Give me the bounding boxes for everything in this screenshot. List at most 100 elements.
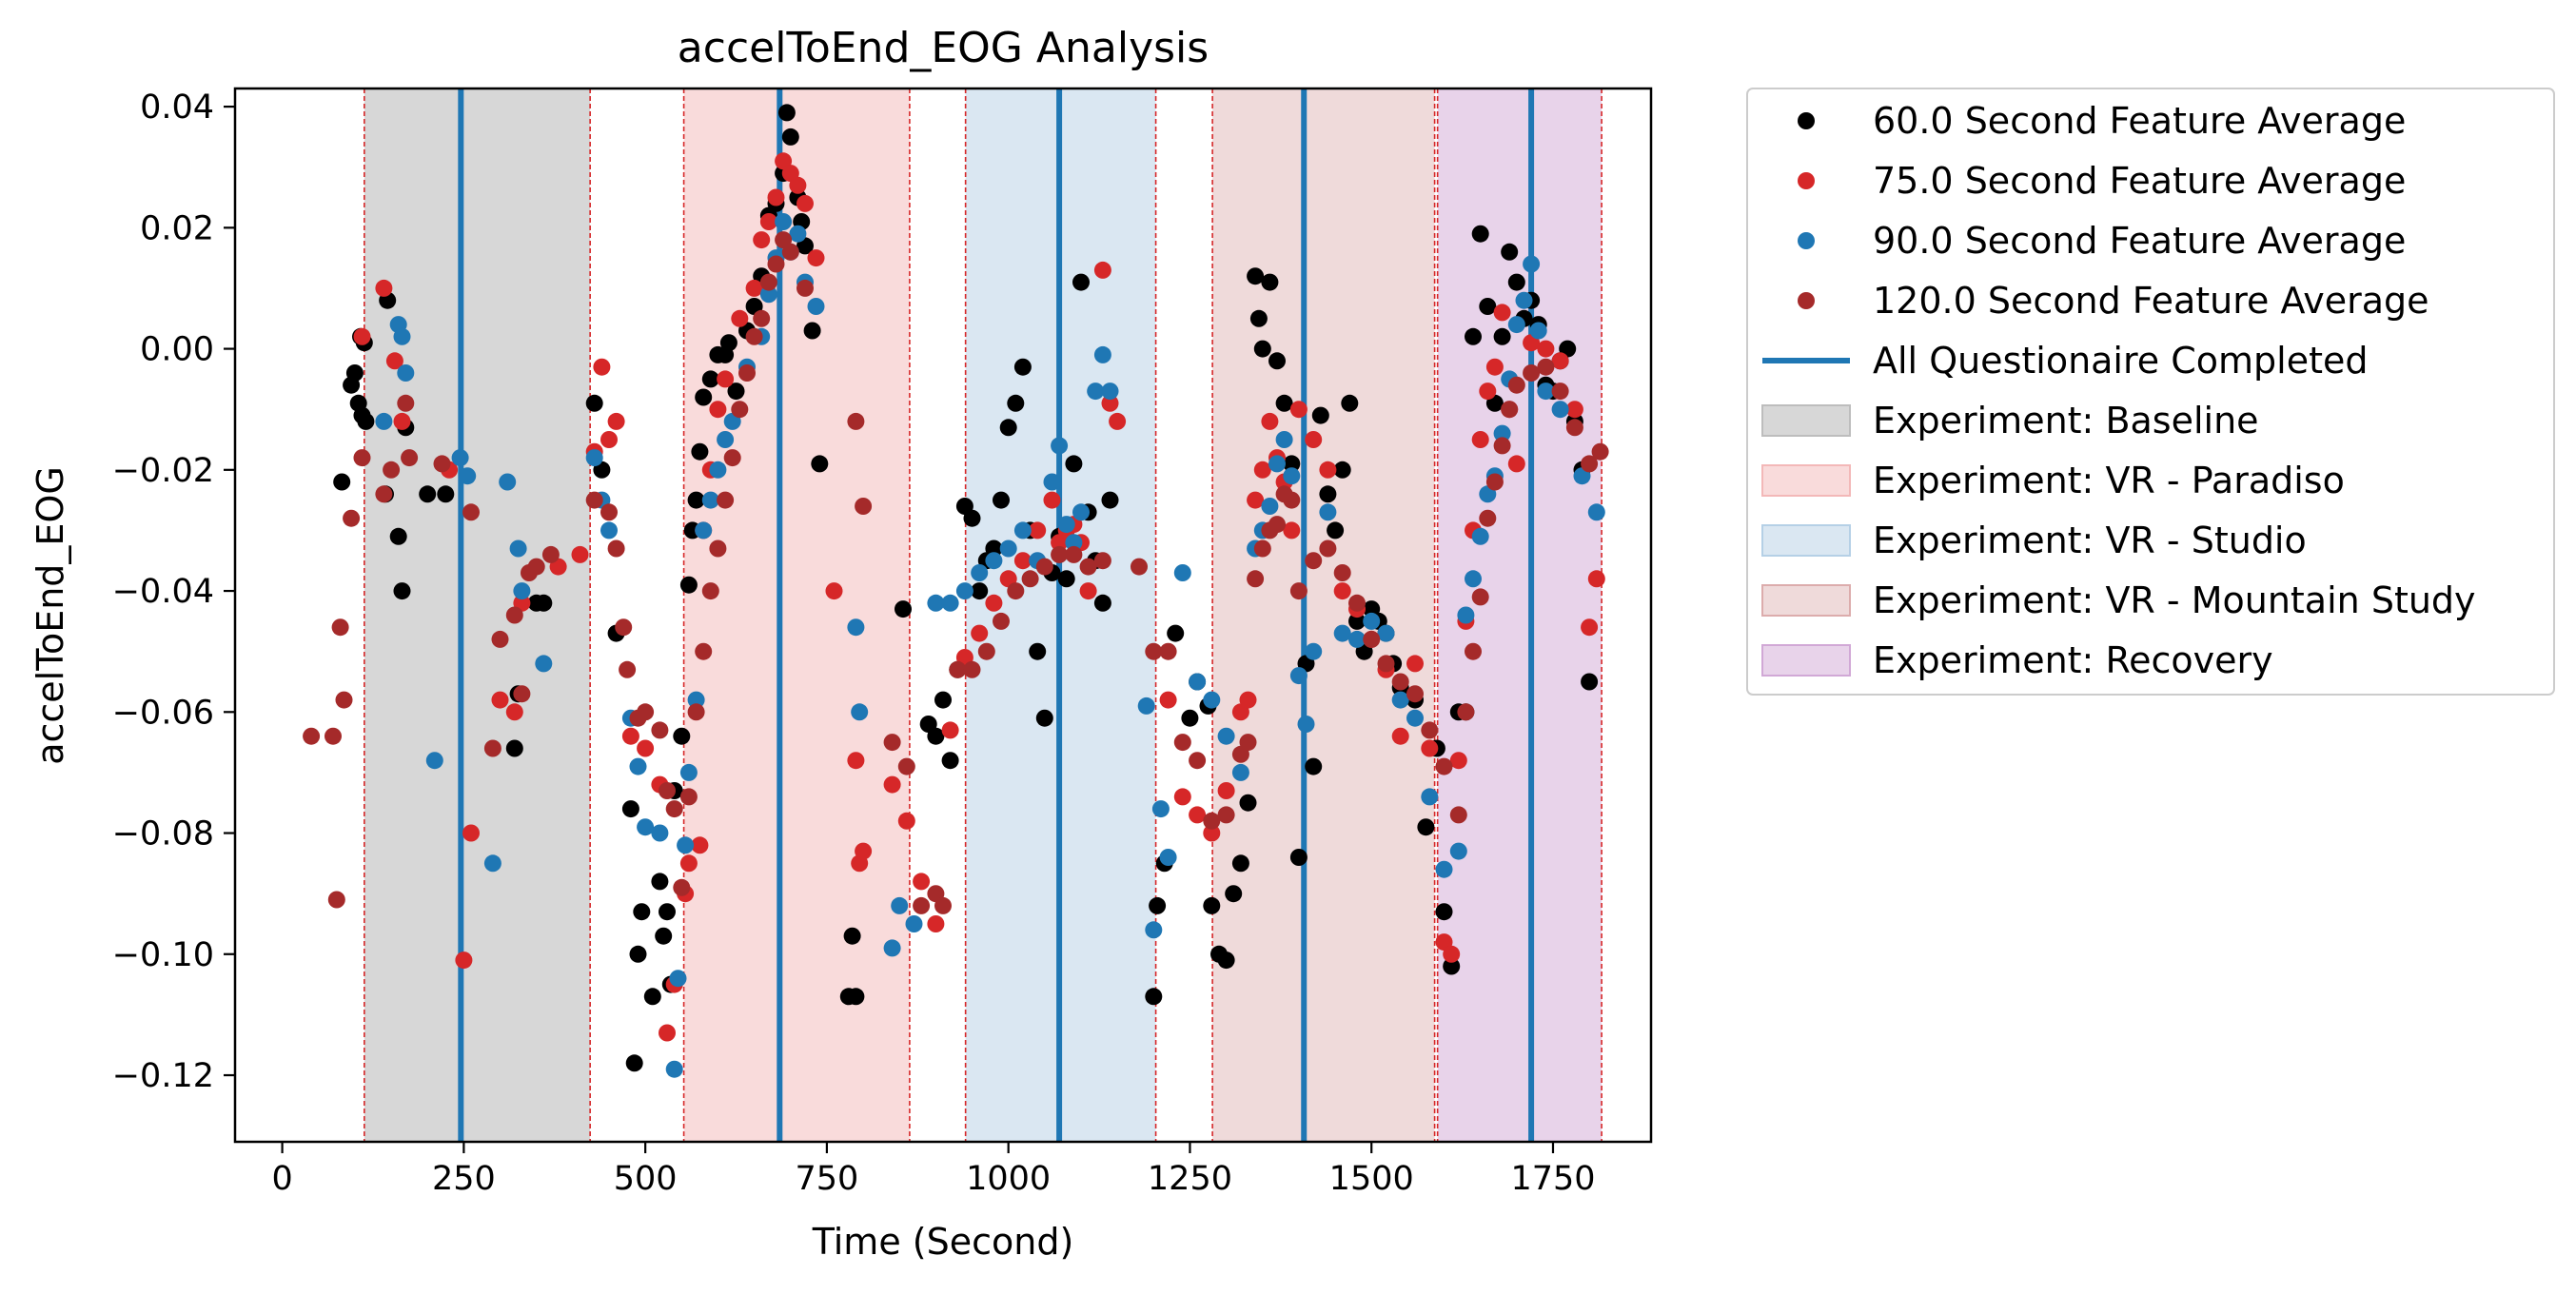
data-point [1327, 521, 1345, 540]
data-point [855, 498, 873, 515]
data-point [677, 836, 695, 854]
data-point [483, 739, 501, 757]
data-point [927, 915, 945, 932]
data-point [375, 485, 393, 503]
data-point [1319, 540, 1337, 558]
data-point [1465, 570, 1482, 588]
data-point [665, 800, 683, 818]
data-point [527, 558, 545, 576]
data-point [1485, 358, 1504, 376]
data-point [673, 878, 691, 896]
legend-item-5: All Questionaire Completed [1762, 340, 2369, 382]
data-point [1363, 630, 1381, 648]
data-point [1465, 642, 1482, 660]
data-point [775, 213, 793, 230]
data-point [425, 752, 443, 770]
legend-item-3: 90.0 Second Feature Average [1798, 220, 2406, 262]
x-axis-ticks: 0 250 500 750 1000 1250 1500 1750 [271, 1142, 1596, 1198]
data-point [985, 540, 1003, 558]
data-point [955, 582, 973, 600]
data-point [679, 576, 698, 594]
legend-marker-patch [1761, 644, 1851, 677]
data-point [1231, 854, 1249, 873]
data-point [891, 896, 909, 914]
legend-marker-patch [1761, 584, 1851, 617]
data-point [535, 655, 553, 673]
data-point [679, 854, 698, 873]
data-point [695, 642, 713, 660]
data-point [324, 727, 342, 745]
data-point [633, 903, 651, 921]
data-point [1239, 734, 1257, 752]
data-point [1275, 394, 1293, 412]
data-point [1151, 800, 1170, 818]
data-point [1289, 582, 1308, 600]
data-point [375, 279, 393, 297]
data-point [1261, 498, 1279, 515]
data-point [1217, 782, 1235, 799]
data-point [389, 527, 407, 545]
data-point [897, 757, 915, 775]
data-point [731, 401, 749, 419]
data-point [807, 249, 825, 267]
data-point [913, 896, 931, 914]
data-point [419, 485, 437, 503]
data-point [433, 455, 451, 473]
data-point [934, 691, 952, 709]
y-tick-label: 0.00 [140, 331, 214, 369]
data-point [1203, 812, 1221, 830]
data-point [687, 491, 705, 509]
data-point [781, 128, 799, 146]
data-point [1479, 509, 1497, 527]
data-point [941, 721, 959, 739]
data-point [1333, 624, 1351, 642]
data-point [625, 1054, 643, 1072]
data-point [753, 309, 771, 327]
data-point [357, 412, 375, 430]
data-point [1501, 243, 1519, 261]
data-point [343, 509, 361, 527]
data-point [695, 521, 713, 540]
data-point [825, 582, 843, 600]
data-point [1035, 558, 1053, 576]
data-point [600, 503, 618, 521]
data-point [615, 618, 633, 637]
data-point [1289, 667, 1308, 685]
data-point [1305, 642, 1323, 660]
data-point [1348, 594, 1366, 612]
data-point [1421, 739, 1439, 757]
data-point [353, 449, 371, 467]
data-point [1029, 642, 1047, 660]
data-point [709, 540, 727, 558]
phase-band-4 [1212, 88, 1435, 1142]
data-point [659, 782, 676, 799]
data-point [375, 412, 393, 430]
data-point [1057, 570, 1075, 588]
data-point [1551, 401, 1569, 419]
data-point [927, 727, 945, 745]
data-point [1507, 316, 1525, 334]
data-point [1565, 419, 1583, 437]
data-point [1587, 503, 1605, 521]
data-point [1239, 794, 1257, 812]
data-point [1377, 655, 1395, 673]
data-point [1471, 527, 1489, 545]
data-point [1093, 594, 1111, 612]
data-point [1523, 364, 1541, 382]
legend-label: 120.0 Second Feature Average [1873, 280, 2429, 322]
data-point [1449, 752, 1467, 770]
x-tick-label: 250 [432, 1160, 496, 1198]
legend-label: All Questionaire Completed [1873, 340, 2369, 382]
x-tick-label: 1000 [966, 1160, 1051, 1198]
data-point [1581, 673, 1599, 691]
data-point [1443, 945, 1461, 963]
data-point [1149, 896, 1167, 914]
data-point [1101, 383, 1119, 401]
data-point [1348, 612, 1366, 630]
y-tick-label: 0.04 [140, 88, 214, 127]
data-point [851, 703, 869, 721]
plot-frame [233, 87, 1653, 1144]
data-point [600, 431, 618, 448]
data-point [1181, 709, 1199, 727]
data-point [1239, 691, 1257, 709]
